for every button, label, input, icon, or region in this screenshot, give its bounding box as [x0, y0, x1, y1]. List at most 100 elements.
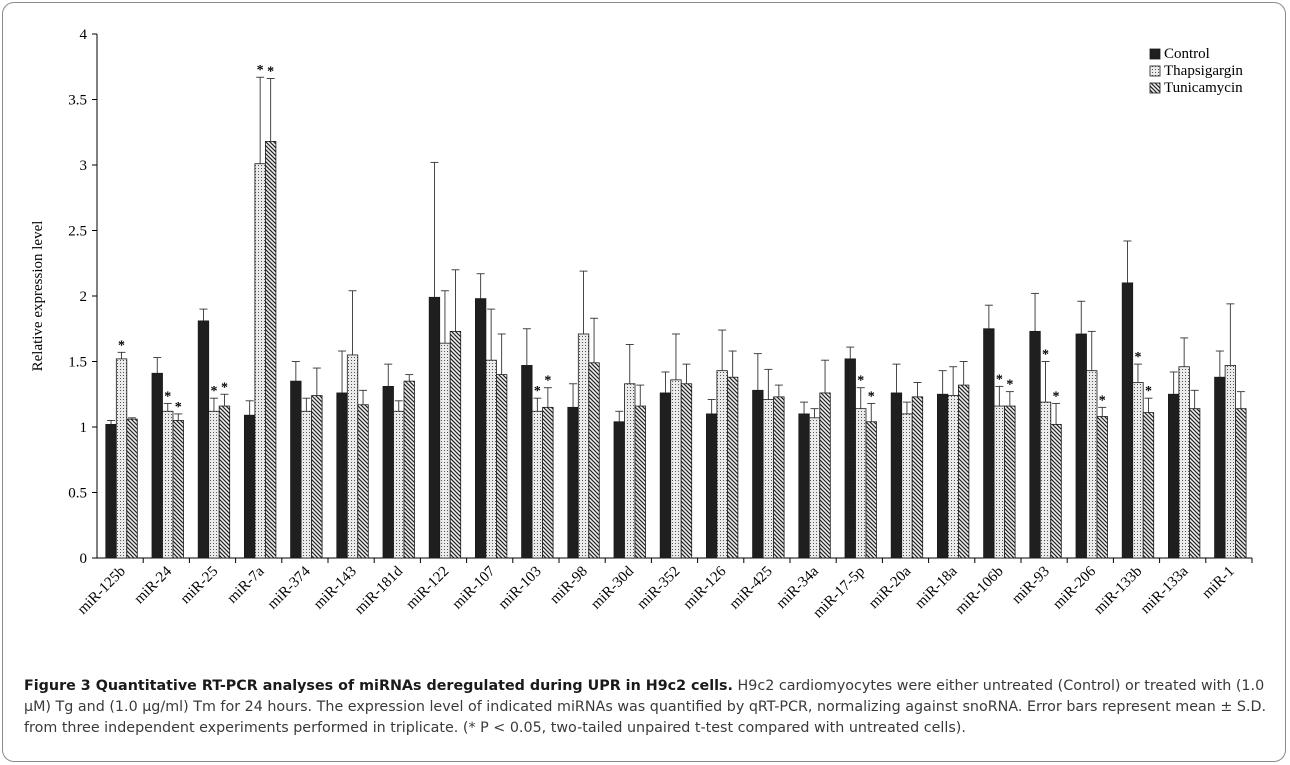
legend-swatch-tunicamycin: [1149, 82, 1161, 94]
bar-thapsigargin: [1086, 370, 1098, 559]
bar-control: [105, 423, 117, 559]
y-tick-label: 3.5: [68, 93, 87, 109]
bar-control: [1029, 330, 1041, 559]
bar-thapsigargin: [762, 399, 774, 559]
bar-tunicamycin: [172, 420, 184, 559]
bar-thapsigargin: [670, 379, 682, 559]
x-tick-label: miR-7a: [224, 563, 267, 606]
y-tick-label: 4: [80, 27, 88, 43]
bar-control: [613, 421, 625, 559]
bar-control: [521, 365, 533, 559]
bar-control: [336, 392, 348, 559]
bar-control: [706, 413, 718, 559]
y-tick-label: 2.5: [68, 224, 87, 240]
bar-thapsigargin: [162, 410, 174, 559]
bar-control: [290, 380, 302, 559]
bar-tunicamycin: [126, 418, 138, 559]
bar-control: [798, 413, 810, 559]
significance-star: *: [267, 65, 274, 80]
bar-thapsigargin: [947, 395, 959, 559]
significance-star: *: [1006, 378, 1013, 393]
bar-thapsigargin: [254, 163, 266, 559]
bar-tunicamycin: [357, 404, 369, 559]
bar-control: [844, 358, 856, 559]
bar-tunicamycin: [911, 396, 924, 559]
x-axis: miR-125b miR-24 miR-25 miR-7amiR-374miR-143…: [75, 557, 1253, 621]
y-tick-label: 0: [80, 551, 88, 567]
y-tick-label: 1: [80, 420, 88, 436]
x-tick-label: miR-24: [131, 563, 175, 607]
bar-thapsigargin: [808, 417, 821, 559]
bar-control: [890, 392, 903, 559]
x-tick-label: miR-425: [727, 564, 776, 613]
bar-control: [151, 372, 163, 559]
legend-label-thapsigargin: Thapsigargin: [1164, 63, 1243, 79]
significance-star: *: [1134, 350, 1141, 365]
significance-star: *: [257, 63, 264, 78]
bar-tunicamycin: [1050, 423, 1062, 559]
bar-tunicamycin: [1096, 416, 1108, 559]
x-tick-label: miR-181d: [352, 563, 407, 618]
x-tick-label: miR-126: [680, 563, 729, 612]
x-tick-label: miR-30d: [588, 563, 637, 612]
bar-tunicamycin: [1142, 412, 1155, 559]
bar-thapsigargin: [393, 410, 405, 559]
bar-thapsigargin: [300, 410, 313, 559]
bar-tunicamycin: [264, 141, 277, 559]
significance-star: *: [175, 400, 182, 415]
bar-tunicamycin: [542, 406, 554, 559]
bar-control: [243, 414, 256, 559]
bar-control: [1075, 333, 1087, 559]
bar-tunicamycin: [403, 380, 415, 559]
significance-star: *: [210, 384, 217, 399]
bar-control: [983, 328, 995, 559]
bar-control: [1214, 376, 1226, 559]
bar-chart: 00.511.522.533.54 miR-125b miR-24 miR-25 mi…: [30, 27, 1253, 621]
bar-control: [752, 389, 764, 559]
significance-star: *: [868, 389, 875, 404]
legend-swatch-control: [1149, 48, 1161, 60]
legend-label-control: Control: [1164, 46, 1210, 62]
bar-tunicamycin: [1189, 408, 1201, 559]
bar-tunicamycin: [634, 405, 646, 559]
x-tick-label: miR-122: [403, 564, 452, 613]
legend-label-tunicamycin: Tunicamycin: [1164, 80, 1243, 96]
bar-tunicamycin: [1235, 408, 1247, 559]
bar-control: [382, 385, 394, 559]
y-axis-title: Relative expression level: [30, 221, 46, 372]
significance-star: *: [1042, 348, 1049, 363]
bar-thapsigargin: [208, 410, 220, 559]
bar-thapsigargin: [1224, 365, 1236, 559]
bar-thapsigargin: [577, 333, 590, 559]
significance-star: *: [221, 380, 228, 395]
x-tick-label: miR-374: [265, 563, 314, 612]
x-tick-label: miR-133a: [1138, 563, 1192, 617]
bar-tunicamycin: [865, 421, 877, 559]
bar-control: [567, 406, 579, 559]
significance-star: *: [534, 384, 541, 399]
bar-thapsigargin: [1039, 401, 1052, 559]
bar-thapsigargin: [1178, 366, 1190, 559]
y-tick-label: 3: [80, 158, 88, 174]
significance-star: *: [996, 372, 1003, 387]
bar-control: [659, 392, 672, 559]
bar-thapsigargin: [439, 342, 451, 559]
x-tick-label: miR-133b: [1091, 564, 1145, 618]
caption-text: H9c2 cardiomyocytes were either untreate…: [24, 678, 1267, 736]
caption-lead: Figure 3 Quantitative RT-PCR analyses of…: [24, 678, 733, 694]
significance-star: *: [164, 389, 171, 404]
x-tick-label: miR-98: [547, 564, 591, 608]
bar-tunicamycin: [680, 383, 693, 559]
legend-swatch-thapsigargin: [1149, 65, 1161, 77]
bar-tunicamycin: [1004, 405, 1016, 559]
y-tick-label: 0.5: [68, 486, 87, 502]
y-axis: 0 0.5 1 1.5 2 2.5 3 3.5 4: [68, 27, 98, 567]
bar-thapsigargin: [716, 370, 728, 559]
bar-thapsigargin: [346, 354, 359, 559]
bar-thapsigargin: [1132, 382, 1144, 559]
bar-control: [428, 296, 441, 559]
bar-tunicamycin: [588, 362, 600, 559]
bar-control: [474, 298, 487, 559]
significance-star: *: [1145, 384, 1152, 399]
